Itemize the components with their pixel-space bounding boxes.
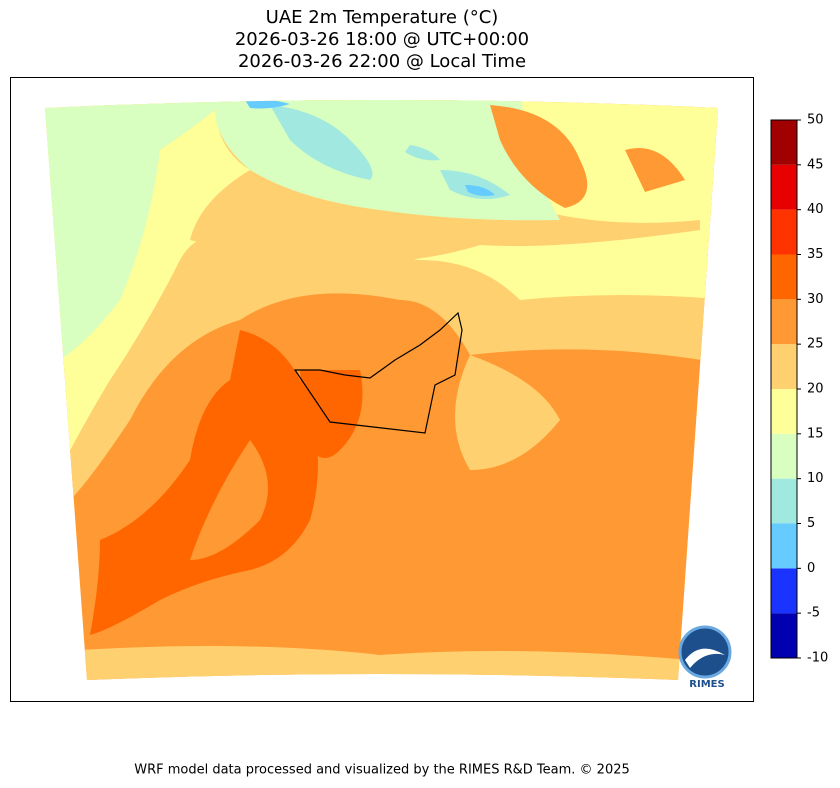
logo-text: RIMES — [689, 679, 724, 690]
colorbar-tick-label: 20 — [807, 382, 824, 397]
zone-30-35 — [90, 330, 318, 635]
colorbar-tick-label: -10 — [807, 651, 828, 666]
zone-20-25 — [455, 355, 560, 470]
colorbar-tick-label: 40 — [807, 202, 824, 217]
zone-5-10 — [405, 145, 440, 161]
colorbar-band — [771, 389, 797, 434]
colorbar-band — [771, 568, 797, 614]
uae-border — [293, 311, 463, 434]
colorbar-tick-label: 25 — [807, 337, 824, 352]
colorbar-tick-label: 45 — [807, 157, 824, 172]
zone-25-30 — [190, 440, 268, 560]
colorbar: -10 -5 0 5 10 15 20 25 30 35 40 45 50 — [770, 113, 828, 666]
colorbar-tick-label: 0 — [807, 561, 815, 576]
colorbar-tick-label: 50 — [807, 113, 824, 128]
colorbar-tick-label: 15 — [807, 426, 824, 441]
colorbar-band — [771, 299, 797, 345]
zone-5-10 — [270, 105, 373, 180]
title-line: 2026-03-26 22:00 @ Local Time — [238, 51, 526, 72]
colorbar-band — [771, 209, 797, 255]
colorbar-band — [771, 164, 797, 210]
colorbar-tick-label: 35 — [807, 247, 824, 262]
zone-20-25 — [80, 646, 690, 680]
zone-25-30 — [625, 148, 685, 192]
logo: RIMES — [678, 625, 732, 690]
logo-wave — [685, 648, 725, 668]
colorbar-band — [771, 613, 797, 658]
zone-30-35 — [300, 370, 363, 458]
zone-15-20 — [160, 110, 250, 240]
temperature-field — [45, 100, 718, 680]
colorbar-band — [771, 344, 797, 389]
title-line: UAE 2m Temperature (°C) — [266, 7, 499, 28]
footer: WRF model data processed and visualized … — [134, 763, 630, 778]
colorbar-band — [771, 478, 797, 524]
colorbar-tick-label: 5 — [807, 516, 815, 531]
colorbar-band — [771, 433, 797, 479]
colorbar-band — [771, 120, 797, 165]
zone-5-10 — [440, 170, 510, 199]
title-line: 2026-03-26 18:00 @ UTC+00:00 — [235, 29, 529, 50]
colorbar-tick-label: 30 — [807, 292, 824, 307]
zone-0-5 — [465, 185, 495, 196]
zone-25-30 — [490, 105, 588, 208]
zone-0-5 — [245, 100, 290, 109]
colorbar-tick-label: -5 — [807, 606, 820, 621]
colorbar-tick-label: 10 — [807, 471, 824, 486]
colorbar-band — [771, 523, 797, 569]
colorbar-band — [771, 254, 797, 300]
